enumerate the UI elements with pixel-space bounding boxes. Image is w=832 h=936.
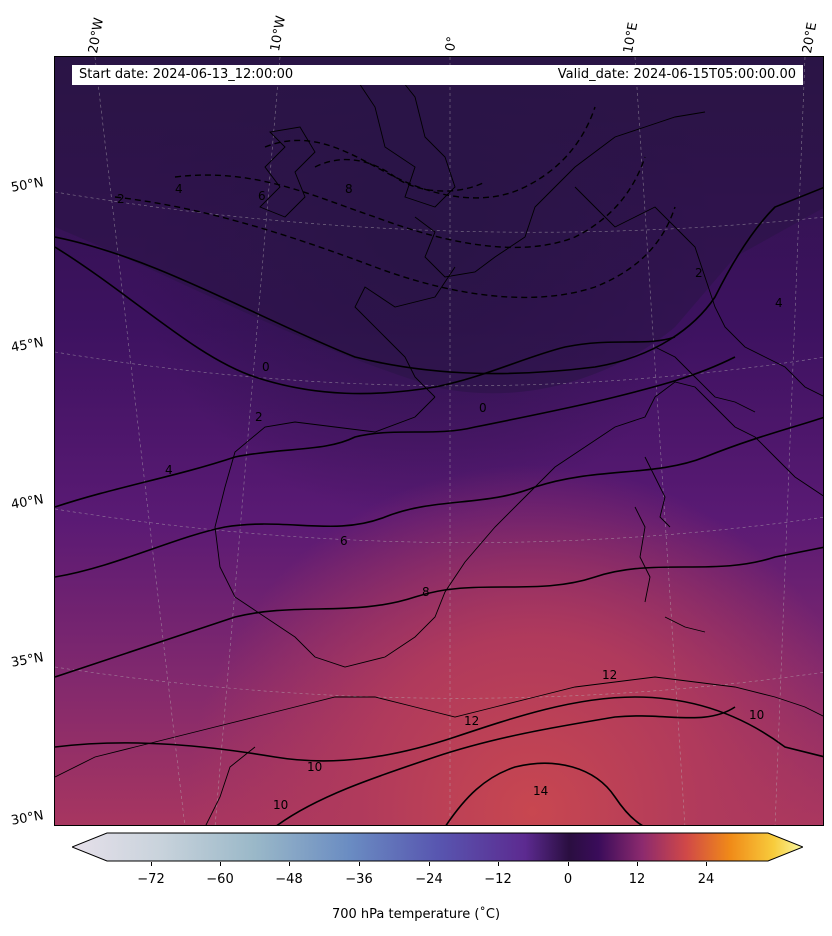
contour-label: 6 [340,534,348,548]
isotherm-4 [55,356,736,508]
lat-label-40n: 40°N [9,492,45,513]
contour-label: 14 [533,784,548,798]
contour-label: 0 [262,360,270,374]
temperature-map: 2 4 6 8 0 2 4 6 8 12 12 14 10 10 10 0 2 … [54,56,824,826]
contour-label: 4 [775,296,783,310]
map-canvas: 2 4 6 8 0 2 4 6 8 12 12 14 10 10 10 0 2 … [55,57,823,825]
colorbar-tick-label: −60 [206,872,234,887]
colorbar-tickmark [429,862,430,866]
colorbar-tickmark [359,862,360,866]
contour-labels: 2 4 6 8 0 2 4 6 8 12 12 14 10 10 10 0 2 … [117,182,783,812]
contour-label: 2 [695,266,703,280]
isotherm-neg4 [174,156,646,249]
isotherms [55,106,823,825]
colorbar-tickmark [289,862,290,866]
colorbar-tick-label: −48 [275,872,303,887]
lat-label-30n: 30°N [9,808,45,829]
contour-label: 12 [464,714,479,728]
isotherm-10 [55,696,823,762]
lon-label-20e: 20°E [800,21,821,55]
colorbar-tick-label: −72 [137,872,165,887]
colorbar-tick-label: −36 [345,872,373,887]
start-date-label: Start date: 2024-06-13_12:00:00 [79,67,294,82]
isotherm-2 [55,246,676,395]
colorbar-tick-label: −12 [484,872,512,887]
colorbar-tickmark [706,862,707,866]
lat-label-45n: 45°N [9,335,45,356]
colorbar-tick-label: 24 [697,872,715,887]
contour-label: 10 [307,760,322,774]
contour-label: 12 [602,668,617,682]
coastlines [55,71,823,825]
contour-label: 2 [255,410,263,424]
lat-label-50n: 50°N [9,175,45,196]
isotherm-neg8 [314,159,486,192]
colorbar-tickmark [568,862,569,866]
contour-label: 8 [422,585,430,599]
isotherm-6 [55,416,823,578]
contour-label: 10 [273,798,288,812]
colorbar-tickmark [498,862,499,866]
isotherm-neg2 [114,196,676,299]
colorbar-tick-label: 0 [563,872,573,887]
colorbar-tickmark [637,862,638,866]
lon-label-0: 0° [443,35,461,53]
contour-label: 6 [258,189,266,203]
colorbar-tick-label: −24 [415,872,443,887]
contour-label: 4 [165,463,173,477]
lon-label-20w: 20°W [86,16,108,55]
contour-label: 8 [345,182,353,196]
colorbar-tick-label: 12 [628,872,646,887]
lat-label-35n: 35°N [9,650,45,671]
isotherm-14 [445,762,644,825]
contour-label: 0 [479,401,487,415]
colorbar-ramp [72,832,803,862]
isotherm-12 [276,706,736,825]
colorbar-tickmark [151,862,152,866]
isotherm-0 [55,186,823,375]
contour-label: 4 [175,182,183,196]
isotherm-8 [55,546,823,678]
valid-date-label: Valid_date: 2024-06-15T05:00:00.00 [557,67,796,82]
lon-label-10e: 10°E [621,21,642,55]
colorbar-tickmark [220,862,221,866]
isotherm-neg6 [264,106,596,199]
lon-label-10w: 10°W [268,14,290,53]
contour-label: 2 [117,192,125,206]
colorbar [72,832,803,862]
contour-label: 10 [749,708,764,722]
colorbar-title: 700 hPa temperature (˚C) [331,907,501,922]
date-info-bar: Start date: 2024-06-13_12:00:00 Valid_da… [72,65,803,85]
